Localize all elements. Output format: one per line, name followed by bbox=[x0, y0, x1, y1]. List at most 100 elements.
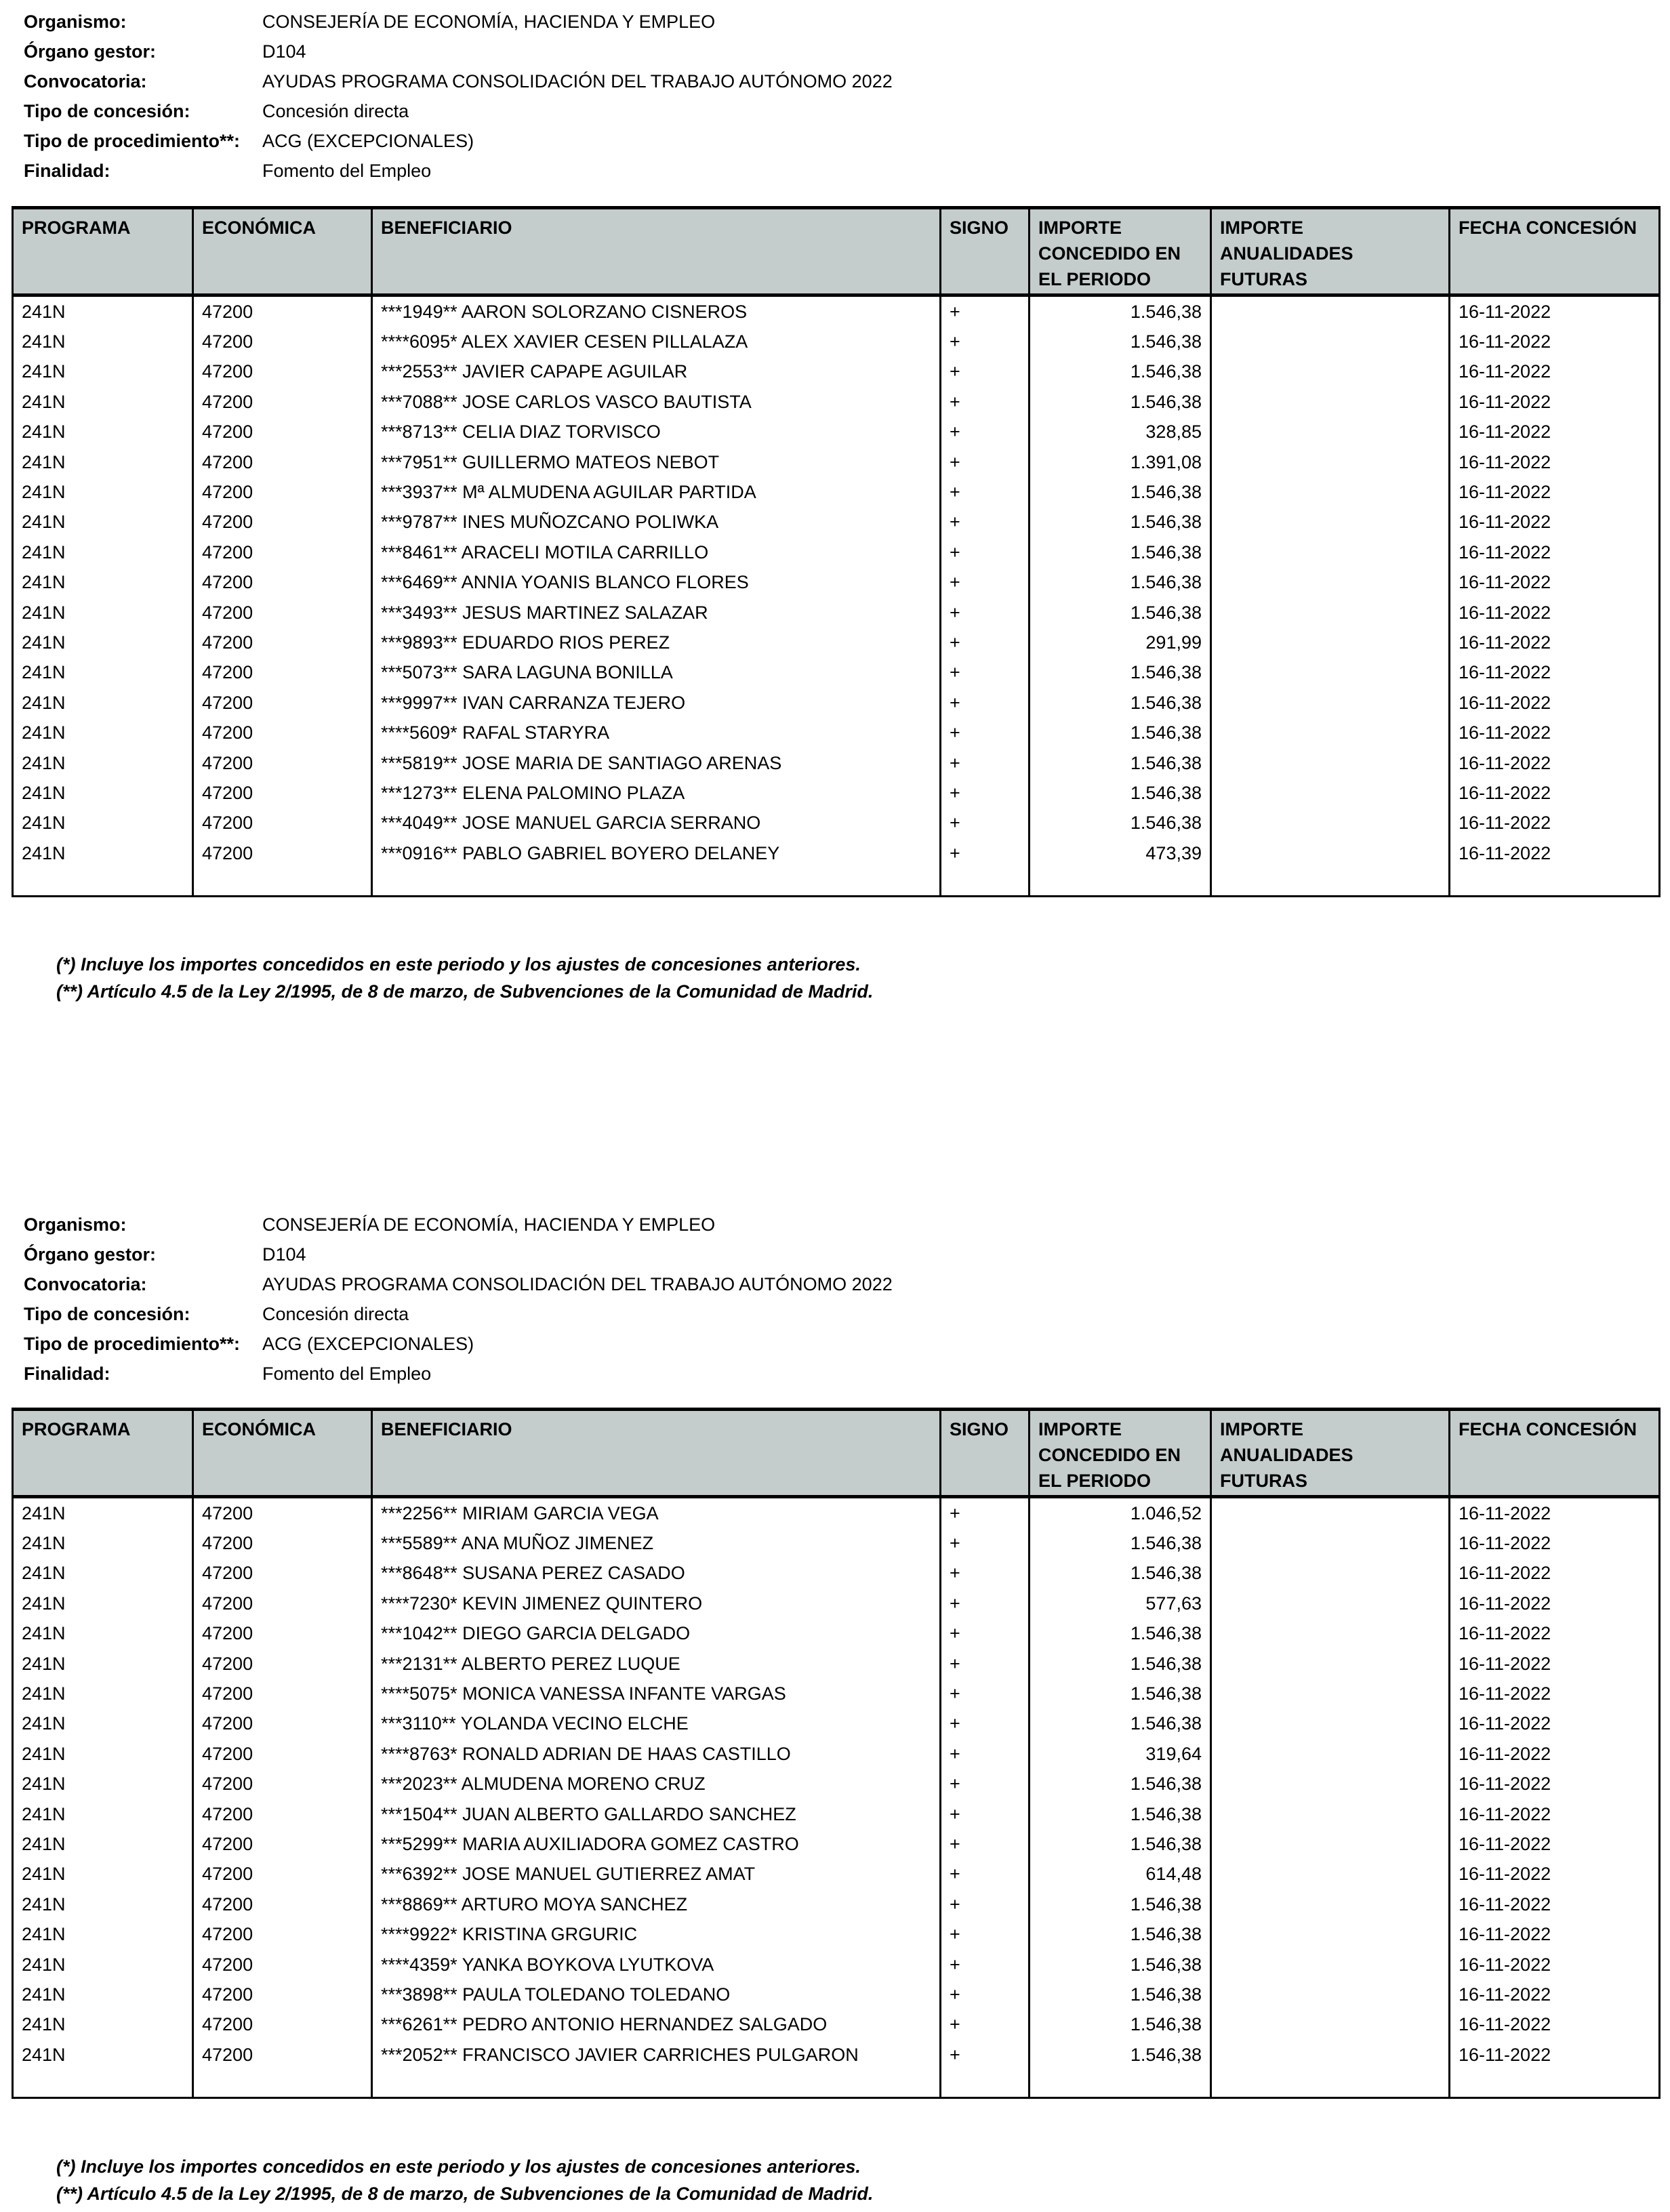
table-cell: 47200 bbox=[192, 1889, 373, 1920]
table-cell: 47200 bbox=[192, 688, 373, 718]
table-cell: + bbox=[939, 1528, 1030, 1559]
table-cell: ****5609* RAFAL STARYRA bbox=[371, 718, 941, 748]
meta-row: Órgano gestor: D104 bbox=[24, 1240, 893, 1269]
table-row: 241N 47200 ***8648** SUSANA PEREZ CASADO +1… bbox=[12, 1558, 1661, 1589]
column-header: SIGNO bbox=[939, 1408, 1030, 1498]
table-cell: 16-11-2022 bbox=[1448, 1949, 1661, 1980]
table-cell: 241N bbox=[12, 657, 194, 689]
table-cell: ***2553** JAVIER CAPAPE AGUILAR bbox=[371, 356, 941, 388]
table-cell: + bbox=[939, 1859, 1030, 1890]
footnote: (**) Artículo 4.5 de la Ley 2/1995, de 8… bbox=[56, 981, 874, 1002]
table-cell: 1.546,38 bbox=[1028, 1889, 1212, 1920]
table-padding-row bbox=[12, 868, 1661, 898]
meta-row: Órgano gestor: D104 bbox=[24, 37, 893, 66]
table-cell bbox=[1210, 657, 1450, 689]
table-cell bbox=[1210, 2040, 1450, 2070]
table-cell: + bbox=[939, 356, 1030, 388]
table-cell: + bbox=[939, 718, 1030, 748]
table-cell: ***2052** FRANCISCO JAVIER CARRICHES PUL… bbox=[371, 2040, 941, 2070]
table-cell: + bbox=[939, 1799, 1030, 1830]
meta-label: Finalidad: bbox=[24, 161, 110, 181]
table-cell: ****7230* KEVIN JIMENEZ QUINTERO bbox=[371, 1589, 941, 1619]
table-cell: 47200 bbox=[192, 1708, 373, 1740]
meta-value: CONSEJERÍA DE ECONOMÍA, HACIENDA Y EMPLE… bbox=[262, 1214, 716, 1235]
grants-table: PROGRAMA ECONÓMICA BENEFICIARIO SIGNO IMPORT… bbox=[12, 206, 1661, 898]
table-row: 241N 47200 ***7088** JOSE CARLOS VASCO BAU… bbox=[12, 387, 1661, 417]
meta-value: Fomento del Empleo bbox=[262, 1364, 432, 1384]
table-cell: 16-11-2022 bbox=[1448, 688, 1661, 718]
table-cell: ***6469** ANNIA YOANIS BLANCO FLORES bbox=[371, 567, 941, 598]
table-cell: 241N bbox=[12, 1648, 194, 1679]
table-cell bbox=[1210, 1679, 1450, 1709]
table-cell: + bbox=[939, 1708, 1030, 1740]
table-cell: ***8713** CELIA DIAZ TORVISCO bbox=[371, 417, 941, 447]
table-cell: ***9893** EDUARDO RIOS PEREZ bbox=[371, 628, 941, 658]
table-cell: 319,64 bbox=[1028, 1739, 1212, 1769]
table-cell: 241N bbox=[12, 1919, 194, 1950]
table-cell: 241N bbox=[12, 567, 194, 598]
table-row: 241N 47200 ***5299** MARIA AUXILIADORA GOM… bbox=[12, 1829, 1661, 1860]
table-cell: 1.546,38 bbox=[1028, 1829, 1212, 1860]
table-cell: 16-11-2022 bbox=[1448, 1829, 1661, 1860]
header-row: PROGRAMA ECONÓMICA BENEFICIARIO SIGNO IMPORT… bbox=[12, 1408, 1661, 1498]
table-cell: 16-11-2022 bbox=[1448, 1708, 1661, 1740]
table-cell: 16-11-2022 bbox=[1448, 1496, 1661, 1529]
table-row: 241N 47200 ***5819** JOSE MARIA DE SANTIAG… bbox=[12, 747, 1661, 779]
table-cell: 16-11-2022 bbox=[1448, 1558, 1661, 1589]
table-cell: 241N bbox=[12, 1859, 194, 1890]
meta-value: AYUDAS PROGRAMA CONSOLIDACIÓN DEL TRABAJ… bbox=[262, 1274, 893, 1294]
table-cell: ***9787** INES MUÑOZCANO POLIWKA bbox=[371, 507, 941, 538]
table-cell: 328,85 bbox=[1028, 417, 1212, 447]
table-cell: 241N bbox=[12, 688, 194, 718]
table-padding-row bbox=[12, 2070, 1661, 2100]
table-cell bbox=[1210, 1739, 1450, 1769]
table-cell: 16-11-2022 bbox=[1448, 567, 1661, 598]
table-cell: 16-11-2022 bbox=[1448, 1618, 1661, 1649]
table-cell: 1.546,38 bbox=[1028, 477, 1212, 508]
table-row: 241N 47200 ****5609* RAFAL STARYRA +1.546,3… bbox=[12, 718, 1661, 748]
table-row: 241N 47200 ***2023** ALMUDENA MORENO CRUZ +… bbox=[12, 1769, 1661, 1799]
table-cell: ***6261** PEDRO ANTONIO HERNANDEZ SALGAD… bbox=[371, 2009, 941, 2041]
table-cell: 47200 bbox=[192, 1739, 373, 1769]
column-header: IMPORTE CONCEDIDO EN EL PERIODO bbox=[1028, 206, 1212, 297]
table-cell: 1.546,38 bbox=[1028, 1679, 1212, 1709]
table-cell: ***8461** ARACELI MOTILA CARRILLO bbox=[371, 537, 941, 568]
table-cell: ***2023** ALMUDENA MORENO CRUZ bbox=[371, 1769, 941, 1799]
table-cell bbox=[1210, 1980, 1450, 2010]
table-cell: ***3493** JESUS MARTINEZ SALAZAR bbox=[371, 597, 941, 628]
table-cell: + bbox=[939, 628, 1030, 658]
table-cell: + bbox=[939, 1496, 1030, 1529]
table-cell: 241N bbox=[12, 477, 194, 508]
table-cell: + bbox=[939, 2040, 1030, 2070]
table-cell: + bbox=[939, 1769, 1030, 1799]
table-cell: + bbox=[939, 1980, 1030, 2010]
table-cell bbox=[1210, 417, 1450, 447]
meta-label: Organismo: bbox=[24, 12, 127, 32]
table-cell: 16-11-2022 bbox=[1448, 1589, 1661, 1619]
table-cell: 241N bbox=[12, 838, 194, 869]
table-row: 241N 47200 ***5073** SARA LAGUNA BONILLA +1… bbox=[12, 657, 1661, 689]
table-cell: + bbox=[939, 537, 1030, 568]
table-cell: 1.546,38 bbox=[1028, 537, 1212, 568]
table-cell: + bbox=[939, 1648, 1030, 1679]
footnote: (*) Incluye los importes concedidos en e… bbox=[56, 954, 861, 975]
table-cell: 47200 bbox=[192, 808, 373, 839]
table-row: 241N 47200 ***3493** JESUS MARTINEZ SALAZA… bbox=[12, 597, 1661, 628]
table-cell: 16-11-2022 bbox=[1448, 1799, 1661, 1830]
table-cell: 47200 bbox=[192, 628, 373, 658]
meta-value: Concesión directa bbox=[262, 101, 409, 121]
table-cell: 1.546,38 bbox=[1028, 1769, 1212, 1799]
table-cell bbox=[1210, 808, 1450, 839]
table-cell: 241N bbox=[12, 597, 194, 628]
table-cell: ****8763* RONALD ADRIAN DE HAAS CASTILLO bbox=[371, 1739, 941, 1769]
meta-row: Finalidad: Fomento del Empleo bbox=[24, 156, 893, 186]
table-cell: ***0916** PABLO GABRIEL BOYERO DELANEY bbox=[371, 838, 941, 869]
table-cell: 16-11-2022 bbox=[1448, 1919, 1661, 1950]
table-cell: 16-11-2022 bbox=[1448, 2040, 1661, 2070]
table-cell: 16-11-2022 bbox=[1448, 1739, 1661, 1769]
table-cell: ***3110** YOLANDA VECINO ELCHE bbox=[371, 1708, 941, 1740]
table-row: 241N 47200 ***1042** DIEGO GARCIA DELGADO +… bbox=[12, 1618, 1661, 1649]
metadata: Organismo: CONSEJERÍA DE ECONOMÍA, HACIEN… bbox=[24, 1210, 893, 1389]
table-cell bbox=[1210, 1589, 1450, 1619]
table-cell: 47200 bbox=[192, 1859, 373, 1890]
